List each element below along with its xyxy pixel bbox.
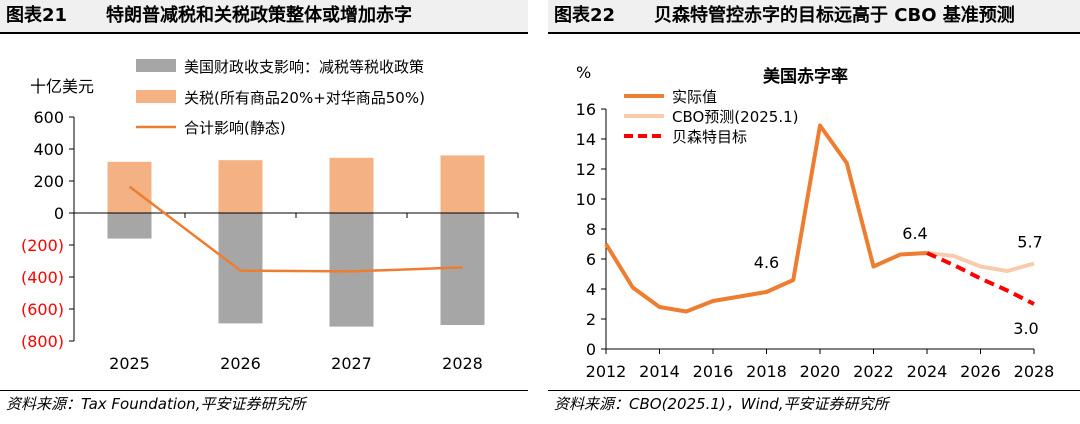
figure-21-title: 特朗普减税和关税政策整体或增加赤字 xyxy=(106,5,412,26)
legend-label: 实际值 xyxy=(672,88,717,106)
tax-tariff-impact-chart: 十亿美元 600 400 200 0 (200) (400) (600) (800) 2025 20… xyxy=(21,58,519,373)
x-tick-label: 2022 xyxy=(853,362,894,381)
y-tick-label: (800) xyxy=(21,332,64,351)
y-tick-label: (400) xyxy=(21,268,64,287)
legend-label: 关税(所有商品20%+对华商品50%) xyxy=(184,89,425,107)
legend-label: 美国财政收支影响：减税等税收政策 xyxy=(184,58,424,76)
figure-22-title: 贝森特管控赤字的目标远高于 CBO 基准预测 xyxy=(654,5,1015,26)
x-tick-label: 2026 xyxy=(960,362,1001,381)
chart-title: 美国赤字率 xyxy=(763,66,848,87)
x-tick-label: 2028 xyxy=(1014,362,1055,381)
x-tick-label: 2012 xyxy=(586,362,627,381)
x-tick-label: 2026 xyxy=(220,354,261,373)
x-tick-label: 2018 xyxy=(746,362,787,381)
y-tick-label: 400 xyxy=(33,140,64,159)
figure-22-source: 资料来源：CBO(2025.1)，Wind,平安证券研究所 xyxy=(548,390,1080,418)
cbo-forecast-line xyxy=(926,251,1035,273)
bessent-target-line xyxy=(926,251,1035,306)
y-tick-label: 14 xyxy=(576,130,596,149)
y-tick-label: 8 xyxy=(586,220,596,239)
figure-22-panel: 图表22 贝森特管控赤字的目标远高于 CBO 基准预测 % 美国赤字率 0 2 4 6 8 10… xyxy=(548,0,1080,424)
x-tick-label: 2025 xyxy=(109,354,150,373)
x-tick-label: 2024 xyxy=(907,362,948,381)
y-tick-label: 600 xyxy=(33,108,64,127)
x-tick-label: 2027 xyxy=(331,354,372,373)
figure-22-number: 图表22 xyxy=(554,5,616,26)
legend-label: 贝森特目标 xyxy=(672,128,747,146)
y-tick-label: 0 xyxy=(54,204,64,223)
y-tick-label: 0 xyxy=(586,340,596,359)
legend-label: CBO预测(2025.1) xyxy=(672,108,799,126)
legend-label: 合计影响(静态) xyxy=(184,119,286,137)
figure-21-number: 图表21 xyxy=(6,5,68,26)
data-label: 6.4 xyxy=(902,224,927,243)
actual-deficit-line xyxy=(604,123,928,314)
total-impact-line xyxy=(128,185,463,273)
y-tick-label: (600) xyxy=(21,300,64,319)
y-tick-label: 12 xyxy=(576,160,596,179)
y-tick-label: 200 xyxy=(33,172,64,191)
y-tick-label: 4 xyxy=(586,280,596,299)
figure-21-title-bar: 图表21 特朗普减税和关税政策整体或增加赤字 xyxy=(0,0,528,34)
tariff-bar xyxy=(218,160,263,213)
tariff-bar xyxy=(329,157,374,213)
unit-label: 十亿美元 xyxy=(30,77,94,96)
x-tick-label: 2014 xyxy=(639,362,680,381)
legend-swatch-tariff xyxy=(136,90,176,103)
figure-21-panel: 图表21 特朗普减税和关税政策整体或增加赤字 十亿美元 600 400 200 0 (200… xyxy=(0,0,528,424)
y-tick-label: 16 xyxy=(576,100,596,119)
legend-swatch-tax xyxy=(136,59,176,72)
deficit-rate-chart: % 美国赤字率 0 2 4 6 8 10 12 14 16 2012 2014 2016 2018 2020 2… xyxy=(576,63,1055,381)
tax-policy-bar xyxy=(107,213,152,239)
x-tick-label: 2020 xyxy=(800,362,841,381)
unit-label: % xyxy=(576,63,591,82)
data-label: 4.6 xyxy=(754,253,779,272)
y-tick-label: 2 xyxy=(586,310,596,329)
y-tick-label: (200) xyxy=(21,236,64,255)
x-tick-label: 2028 xyxy=(442,354,483,373)
data-label: 3.0 xyxy=(1013,319,1038,338)
figure-21-source: 资料来源：Tax Foundation,平安证券研究所 xyxy=(0,390,528,418)
x-tick-label: 2016 xyxy=(693,362,734,381)
y-tick-label: 6 xyxy=(586,250,596,269)
y-tick-label: 10 xyxy=(576,190,596,209)
tax-policy-bar xyxy=(218,213,263,324)
data-label: 5.7 xyxy=(1017,233,1042,252)
tariff-bar xyxy=(440,155,485,213)
figure-22-title-bar: 图表22 贝森特管控赤字的目标远高于 CBO 基准预测 xyxy=(548,0,1080,34)
